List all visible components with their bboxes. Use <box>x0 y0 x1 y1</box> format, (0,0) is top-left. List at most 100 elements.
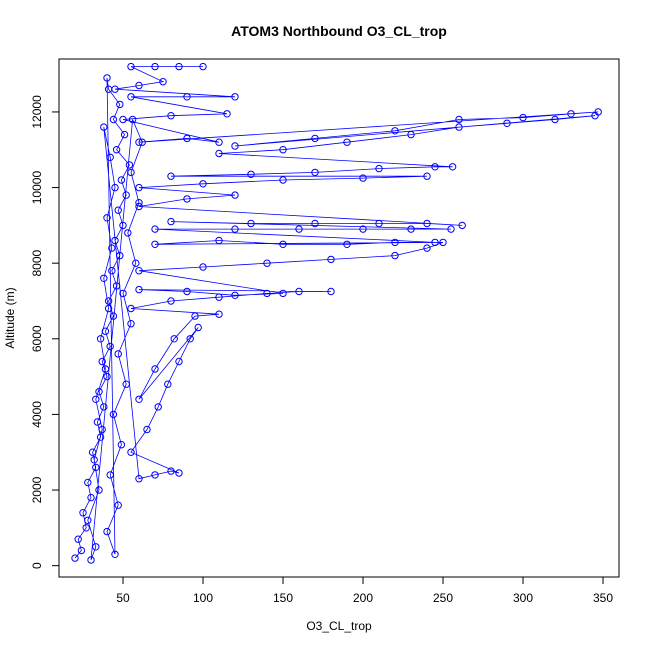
data-point <box>151 365 159 373</box>
data-point <box>111 550 119 558</box>
data-point <box>231 191 239 199</box>
data-point <box>295 287 303 296</box>
data-point <box>103 527 111 536</box>
data-point <box>103 74 111 82</box>
data-point <box>77 546 86 555</box>
data-point <box>159 78 167 86</box>
data-point <box>138 138 146 146</box>
data-point <box>103 372 111 381</box>
data-point <box>117 441 126 449</box>
data-point <box>135 267 143 275</box>
data-point <box>215 236 223 245</box>
x-tick-label: 250 <box>433 591 453 605</box>
data-point <box>311 219 319 228</box>
data-point <box>448 163 457 171</box>
data-point <box>279 146 287 154</box>
data-point <box>503 119 511 128</box>
data-point <box>112 282 121 290</box>
data-point <box>175 62 183 71</box>
data-point <box>191 312 199 320</box>
data-point <box>167 467 175 475</box>
y-tick-label: 12000 <box>30 95 44 129</box>
data-point <box>551 115 559 124</box>
data-point <box>135 202 143 211</box>
data-point <box>143 425 151 434</box>
data-point <box>100 123 108 131</box>
data-point <box>279 176 287 184</box>
data-point <box>84 478 92 487</box>
data-point <box>127 448 135 456</box>
data-point <box>279 289 287 298</box>
data-point <box>231 93 239 101</box>
data-point <box>423 172 431 180</box>
data-point <box>170 335 178 343</box>
data-point <box>109 410 118 419</box>
plot-frame <box>58 58 620 578</box>
data-point <box>375 219 383 228</box>
data-point <box>100 403 108 411</box>
data-point <box>114 350 122 358</box>
data-point <box>175 357 183 366</box>
data-point <box>127 93 135 101</box>
data-point <box>343 138 351 146</box>
data-point <box>109 115 118 124</box>
data-point <box>231 291 239 299</box>
data-point <box>327 255 335 264</box>
x-tick-label: 100 <box>193 591 213 605</box>
data-point <box>594 108 602 116</box>
data-point <box>154 403 162 411</box>
data-point <box>167 112 175 120</box>
data-point <box>186 335 194 343</box>
data-point <box>116 100 124 109</box>
data-point <box>114 206 122 214</box>
data-point <box>175 469 183 477</box>
data-point <box>74 535 82 543</box>
data-point <box>183 134 191 143</box>
data-point <box>119 289 127 298</box>
x-tick-label: 350 <box>593 591 613 605</box>
data-point <box>88 448 97 456</box>
data-point <box>106 153 114 162</box>
data-point <box>151 471 159 479</box>
data-point <box>106 471 114 479</box>
x-axis-label: O3_CL_trop <box>306 619 372 633</box>
x-tick-label: 150 <box>273 591 293 605</box>
y-tick-label: 10000 <box>30 171 44 205</box>
y-tick-label: 6000 <box>30 325 44 352</box>
data-point <box>247 170 255 179</box>
data-point <box>359 174 367 182</box>
data-point <box>183 195 191 203</box>
data-point <box>391 238 399 247</box>
data-point <box>120 130 129 139</box>
x-tick-label: 200 <box>353 591 373 605</box>
data-point <box>215 149 223 158</box>
data-point <box>96 433 105 441</box>
data-point <box>108 244 116 252</box>
data-point <box>127 168 135 177</box>
data-point <box>112 146 121 154</box>
data-point <box>119 221 127 230</box>
data-point <box>199 62 207 71</box>
data-point <box>458 221 466 230</box>
data-point <box>423 219 431 228</box>
data-point <box>96 335 105 343</box>
data-point <box>92 463 100 472</box>
data-point <box>114 501 122 509</box>
data-point <box>431 238 439 247</box>
data-point <box>111 85 119 93</box>
data-point <box>87 556 95 564</box>
data-point <box>311 134 319 143</box>
data-point <box>116 251 124 260</box>
data-point <box>215 310 223 318</box>
data-point <box>359 225 367 233</box>
data-point <box>111 236 119 245</box>
data-point <box>295 225 303 233</box>
y-tick-label: 2000 <box>30 476 44 503</box>
data-point <box>124 229 132 237</box>
data-point <box>167 172 175 180</box>
data-point <box>106 342 114 351</box>
data-point <box>199 263 207 271</box>
data-point <box>167 217 175 226</box>
data-point <box>127 304 135 313</box>
